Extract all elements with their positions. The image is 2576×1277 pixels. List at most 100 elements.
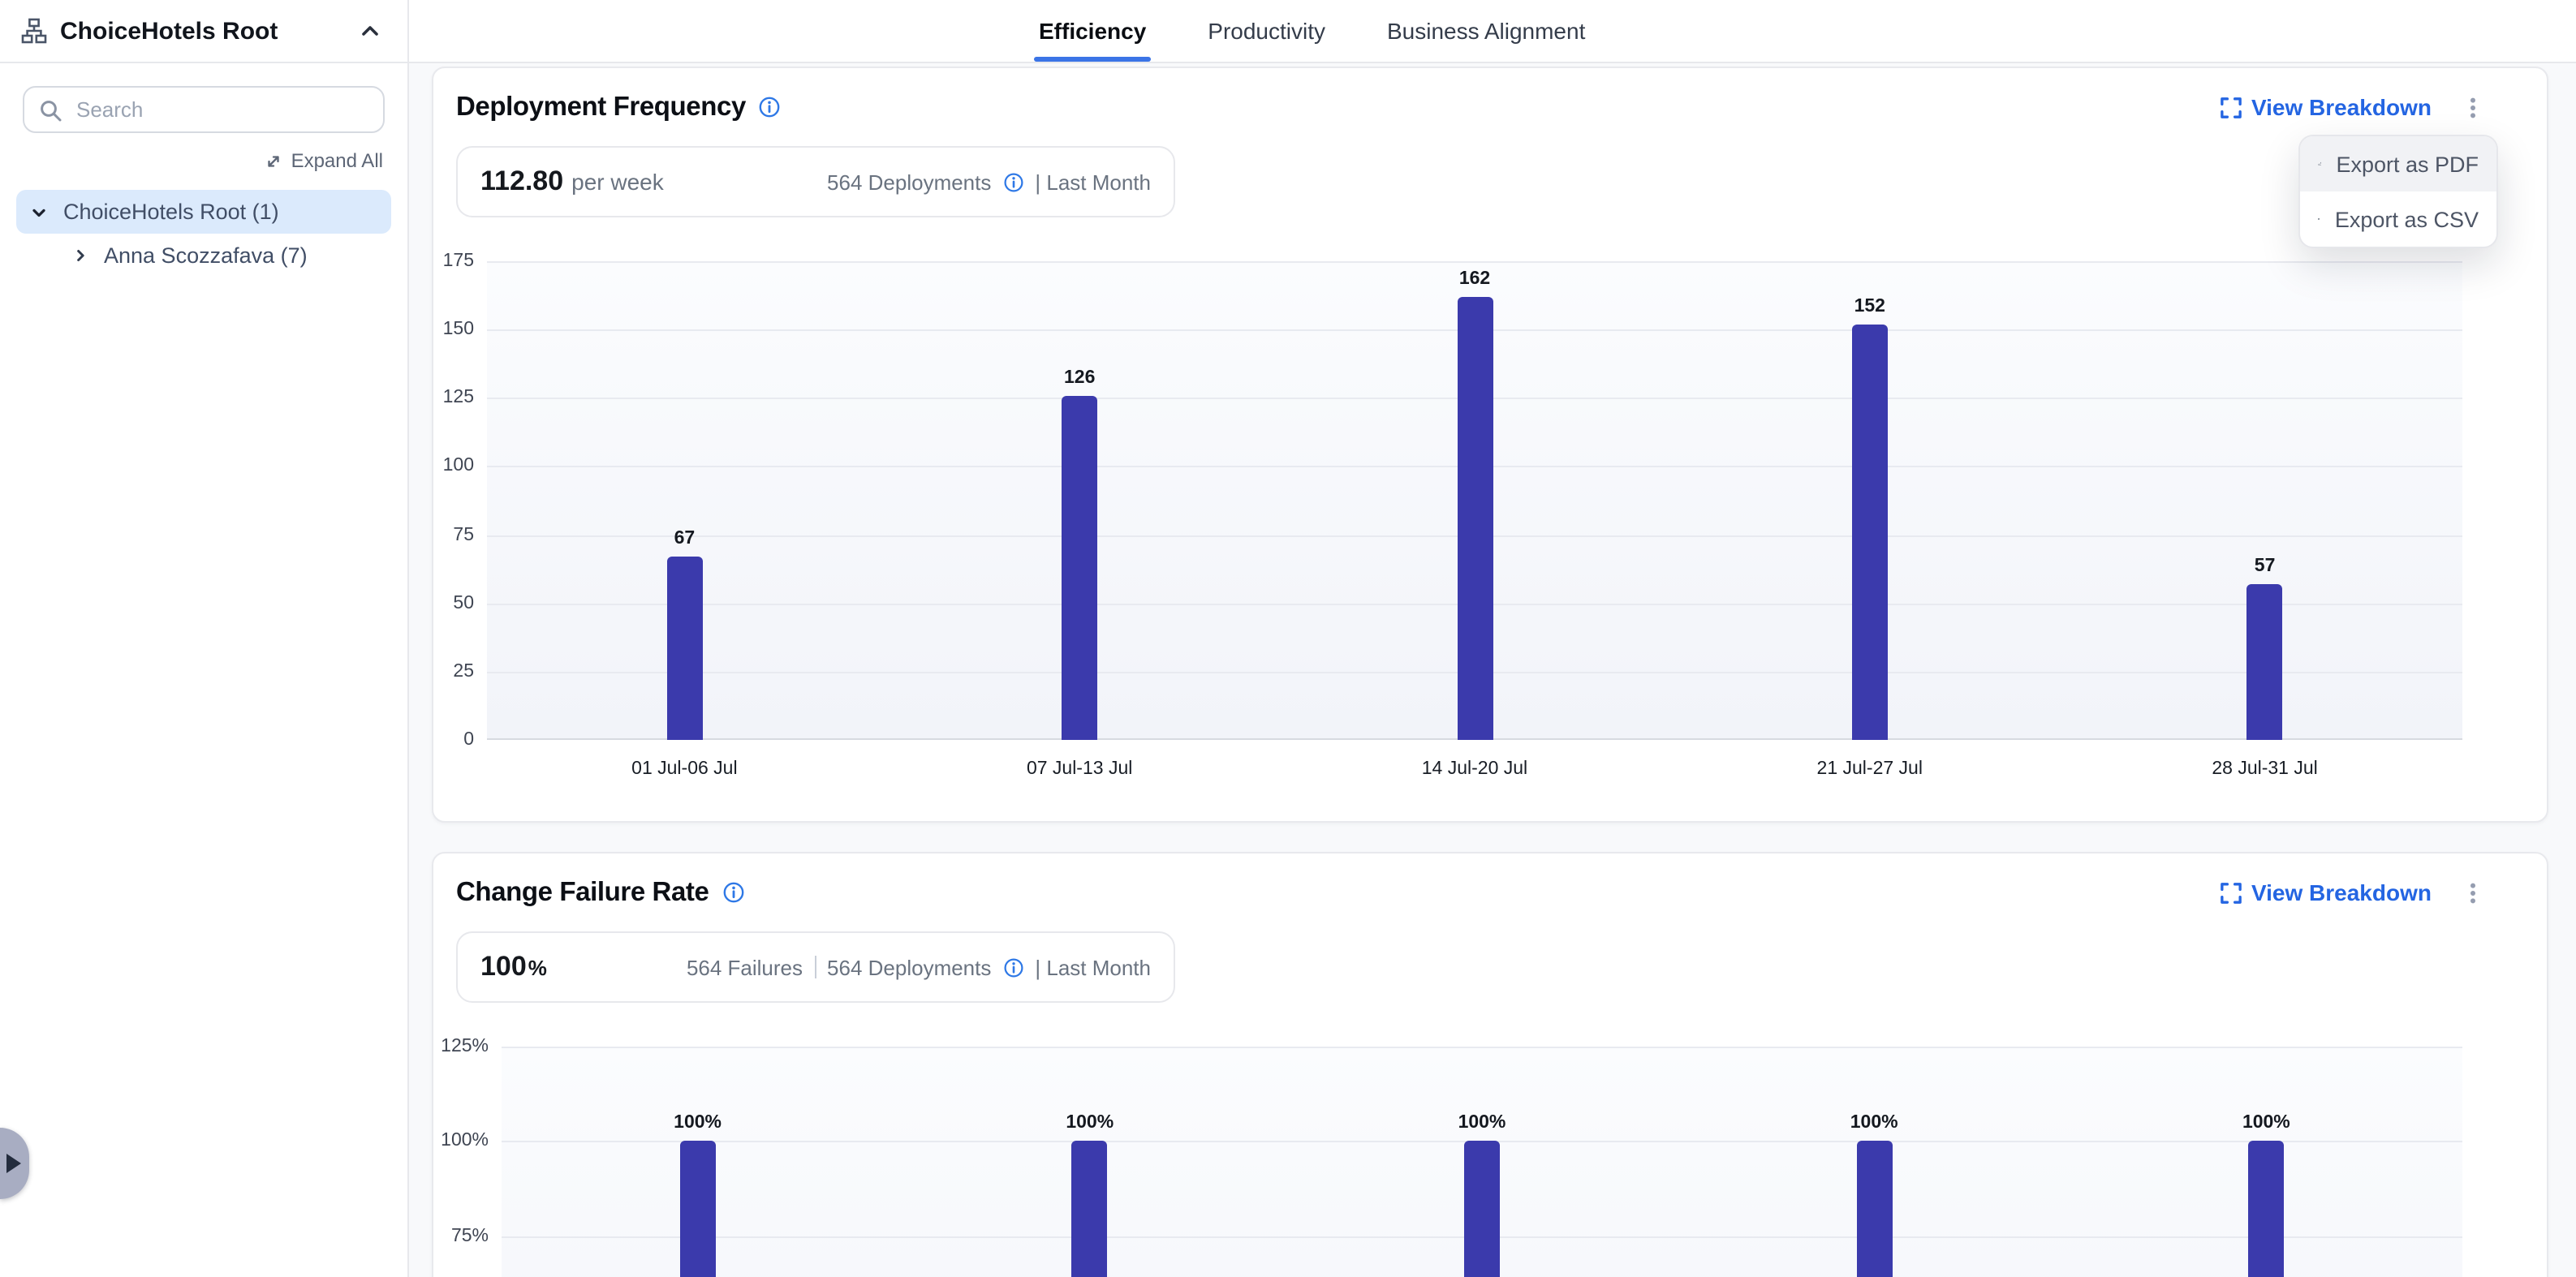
y-axis-tick-label: 75% — [450, 1226, 489, 1246]
grid-line — [502, 1047, 2462, 1048]
meta-divider — [814, 956, 816, 978]
menu-item-export-pdf[interactable]: Export as PDF — [2300, 136, 2496, 191]
chevron-right-icon[interactable] — [71, 247, 89, 264]
bar-value-label: 67 — [674, 529, 696, 549]
chevron-up-icon — [362, 26, 378, 36]
bar — [2246, 583, 2283, 740]
y-axis-tick-label: 75 — [453, 525, 474, 545]
change-failure-rate-chart: 75% 100% 125% 100% 100% 100% 100% 100% — [433, 1037, 2524, 1277]
expand-diagonal-icon — [268, 155, 280, 166]
stat-box: 112.80 per week 564 Deployments | Last M… — [456, 146, 1175, 217]
bar-value-label: 100% — [674, 1113, 722, 1133]
y-axis-tick-label: 125 — [442, 388, 474, 408]
kebab-menu-button[interactable] — [2456, 876, 2488, 909]
grid-line — [487, 261, 2462, 263]
bar-value-label: 100% — [2242, 1113, 2290, 1133]
view-breakdown-label: View Breakdown — [2251, 94, 2432, 120]
sidebar-search[interactable] — [23, 86, 385, 133]
tab-business-alignment[interactable]: Business Alignment — [1387, 18, 1586, 44]
y-axis-tick-label: 50 — [453, 593, 474, 613]
tree-item-label: ChoiceHotels Root (1) — [63, 200, 279, 224]
x-axis-tick-label: 01 Jul-06 Jul — [631, 759, 738, 779]
bar — [1464, 1141, 1500, 1277]
info-icon[interactable] — [759, 96, 782, 118]
stat-meta: 564 Deployments | Last Month — [827, 170, 1151, 194]
stat-value: 100 — [480, 951, 527, 982]
x-axis-tick-label: 28 Jul-31 Jul — [2212, 759, 2318, 779]
expand-all-label: Expand All — [291, 149, 383, 172]
bar — [2248, 1141, 2285, 1277]
sidebar: ChoiceHotels Root Expand All ChoiceHotel… — [0, 0, 409, 1277]
sidebar-header: ChoiceHotels Root — [0, 0, 407, 63]
expand-corners-icon — [2221, 882, 2242, 903]
x-axis-tick-label: 07 Jul-13 Jul — [1026, 759, 1133, 779]
bar-value-label: 162 — [1458, 269, 1491, 289]
tab-efficiency[interactable]: Efficiency — [1033, 0, 1152, 62]
card-header: Change Failure Rate View Breakdown — [433, 853, 2547, 909]
bar-value-label: 126 — [1064, 368, 1096, 388]
top-tabbar: Efficiency Productivity Business Alignme… — [409, 0, 2576, 63]
menu-item-export-csv[interactable]: Export as CSV — [2300, 191, 2496, 247]
search-icon — [39, 98, 62, 121]
expand-all-link[interactable]: Expand All — [0, 149, 383, 172]
y-axis-tick-label: 175 — [442, 252, 474, 271]
info-icon[interactable] — [722, 881, 745, 904]
y-axis-tick-label: 0 — [463, 730, 474, 750]
org-chart-icon — [21, 18, 47, 44]
export-menu: Export as PDF Export as CSV — [2298, 135, 2498, 248]
stat-meta-text: 564 Deployments — [827, 955, 992, 979]
x-axis-tick-label: 21 Jul-27 Jul — [1816, 759, 1923, 779]
search-input[interactable] — [73, 96, 368, 123]
stat-meta-text: 564 Deployments — [827, 170, 992, 194]
bar — [666, 557, 703, 740]
bar — [1851, 324, 1888, 740]
y-axis-tick-label: 125% — [441, 1037, 489, 1056]
view-breakdown-label: View Breakdown — [2251, 879, 2432, 905]
stat-meta: 564 Failures 564 Deployments | Last Mont… — [687, 955, 1151, 979]
y-axis-tick-label: 100% — [441, 1131, 489, 1151]
main-content: Deployment Frequency View Breakdown — [409, 63, 2576, 1277]
tree-item-label: Anna Scozzafava (7) — [104, 243, 308, 268]
bar — [1071, 1141, 1108, 1277]
tree-item-root[interactable]: ChoiceHotels Root (1) — [16, 190, 391, 234]
info-icon[interactable] — [1002, 171, 1023, 192]
tab-productivity[interactable]: Productivity — [1208, 18, 1325, 44]
stat-value: 112.80 — [480, 166, 564, 196]
table-icon — [2318, 218, 2320, 220]
stat-meta-text: 564 Failures — [686, 955, 803, 979]
card-title: Change Failure Rate — [456, 877, 709, 906]
sidebar-collapse-button[interactable] — [354, 15, 386, 47]
bar-value-label: 100% — [1458, 1113, 1506, 1133]
bar — [1856, 1141, 1893, 1277]
card-header: Deployment Frequency View Breakdown — [433, 68, 2547, 123]
expand-corners-icon — [2221, 97, 2242, 118]
x-axis-tick-label: 14 Jul-20 Jul — [1421, 759, 1528, 779]
view-breakdown-link[interactable]: View Breakdown — [2221, 94, 2432, 120]
view-breakdown-link[interactable]: View Breakdown — [2221, 879, 2432, 905]
kebab-icon — [2470, 97, 2475, 118]
menu-item-label: Export as PDF — [2336, 152, 2479, 176]
bar-value-label: 57 — [2254, 556, 2276, 576]
y-axis-tick-label: 150 — [442, 320, 474, 340]
card-change-failure-rate: Change Failure Rate View Breakdown — [432, 852, 2548, 1277]
stat-unit: per week — [571, 169, 664, 195]
chart-line-plus-icon — [2318, 161, 2322, 166]
stat-unit: % — [528, 956, 547, 980]
stat-period: | Last Month — [1035, 955, 1151, 979]
stat-box: 100 % 564 Failures 564 Deployments | L — [456, 931, 1175, 1003]
play-arrow-icon — [6, 1154, 21, 1173]
card-title: Deployment Frequency — [456, 92, 746, 121]
kebab-icon — [2470, 882, 2475, 903]
info-icon[interactable] — [1002, 957, 1023, 978]
bar — [679, 1141, 716, 1277]
bar-value-label: 100% — [1066, 1113, 1114, 1133]
tree-item-child[interactable]: Anna Scozzafava (7) — [58, 234, 391, 277]
deployment-frequency-chart: 0 25 50 75 100 125 150 175 67 126 162 152 57 01 Jul-0… — [433, 252, 2524, 813]
org-tree: ChoiceHotels Root (1) Anna Scozzafava (7… — [0, 190, 407, 277]
bar-value-label: 152 — [1854, 296, 1885, 316]
sidebar-title: ChoiceHotels Root — [60, 17, 278, 45]
y-axis-tick-label: 100 — [442, 456, 474, 476]
chevron-down-icon[interactable] — [29, 202, 49, 221]
menu-item-label: Export as CSV — [2334, 207, 2479, 231]
kebab-menu-button[interactable] — [2456, 91, 2488, 123]
